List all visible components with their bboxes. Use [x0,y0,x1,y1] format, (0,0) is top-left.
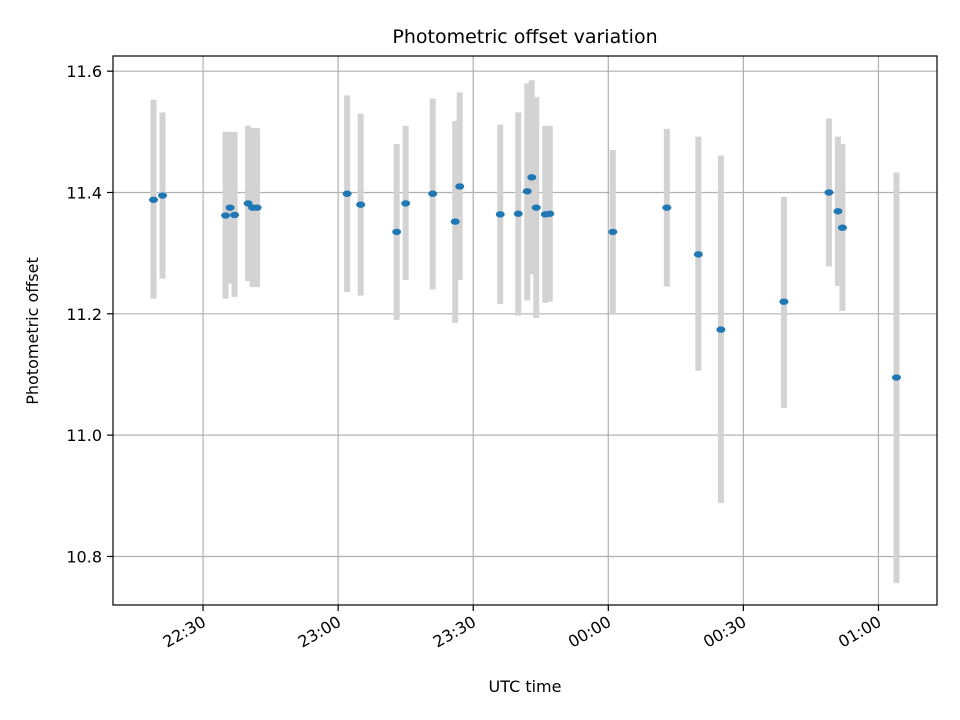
plot-frame [112,55,938,606]
data-points [149,174,901,381]
data-point [401,200,411,207]
y-tick-label: 10.8 [66,547,102,566]
data-point [455,183,465,190]
data-point [608,228,618,236]
data-point [158,192,168,199]
data-point [221,212,231,219]
data-point [531,204,541,211]
y-tick-label: 11.6 [66,62,102,81]
data-point [450,218,460,225]
y-axis-label: Photometric offset [23,257,42,405]
data-point [495,211,505,218]
data-point [779,298,789,305]
data-point [545,210,555,217]
data-point [342,190,352,197]
data-point [833,208,843,215]
data-point [837,224,847,231]
data-point [230,211,240,219]
y-tick-label: 11.0 [66,426,102,445]
data-point [662,204,672,211]
data-point [513,210,523,217]
data-point [356,201,366,208]
data-point [225,204,235,211]
data-point [824,189,834,196]
chart-title: Photometric offset variation [392,26,657,48]
data-point [891,374,901,381]
y-tick-label: 11.2 [66,305,102,324]
data-point [252,204,262,211]
data-point [716,326,726,333]
data-point [527,174,537,181]
y-tick-label: 11.4 [66,183,102,202]
data-point [522,188,532,195]
data-point [149,196,159,203]
x-axis-label: UTC time [489,677,562,696]
grid-lines [113,56,937,605]
data-point [428,190,438,197]
data-point [693,251,703,258]
data-point [392,228,402,236]
